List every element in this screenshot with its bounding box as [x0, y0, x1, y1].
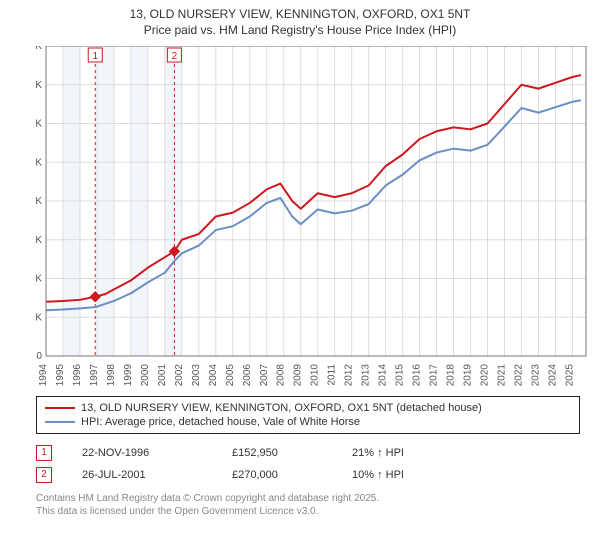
sale-hpi: 21% ↑ HPI — [352, 447, 442, 459]
svg-text:£300K: £300K — [36, 235, 42, 246]
svg-text:£100K: £100K — [36, 313, 42, 324]
sale-date: 26-JUL-2001 — [82, 469, 202, 481]
svg-text:1: 1 — [92, 51, 98, 62]
footer-line-1: Contains HM Land Registry data © Crown c… — [36, 493, 379, 504]
svg-text:2025: 2025 — [564, 364, 575, 386]
svg-text:1996: 1996 — [72, 364, 83, 386]
svg-text:2006: 2006 — [242, 364, 253, 386]
title-line-2: Price paid vs. HM Land Registry's House … — [144, 23, 456, 37]
svg-text:2011: 2011 — [327, 364, 338, 386]
sale-price: £270,000 — [232, 469, 322, 481]
sale-row: 2 26-JUL-2001 £270,000 10% ↑ HPI — [36, 464, 580, 486]
sale-row: 1 22-NOV-1996 £152,950 21% ↑ HPI — [36, 442, 580, 464]
svg-text:1995: 1995 — [55, 364, 66, 386]
svg-text:2013: 2013 — [361, 364, 372, 386]
svg-text:2008: 2008 — [276, 364, 287, 386]
legend-swatch — [45, 407, 75, 409]
svg-text:2021: 2021 — [496, 364, 507, 386]
svg-text:1999: 1999 — [123, 364, 134, 386]
svg-text:2023: 2023 — [530, 364, 541, 386]
svg-text:£600K: £600K — [36, 119, 42, 130]
line-chart: £0 £100K £200K £300K £400K £500K £600K £700K £80… — [36, 46, 590, 386]
svg-text:2004: 2004 — [208, 364, 219, 386]
legend-label: HPI: Average price, detached house, Vale… — [81, 416, 360, 428]
svg-text:2022: 2022 — [513, 364, 524, 386]
svg-text:1998: 1998 — [106, 364, 117, 386]
svg-text:2019: 2019 — [463, 364, 474, 386]
svg-text:2020: 2020 — [480, 364, 491, 386]
svg-text:£700K: £700K — [36, 80, 42, 91]
svg-text:£800K: £800K — [36, 46, 42, 52]
svg-text:2010: 2010 — [310, 364, 321, 386]
footer-line-2: This data is licensed under the Open Gov… — [36, 506, 318, 517]
svg-text:1997: 1997 — [89, 364, 100, 386]
svg-text:2: 2 — [172, 51, 178, 62]
svg-text:2014: 2014 — [378, 364, 389, 386]
footer-attribution: Contains HM Land Registry data © Crown c… — [36, 492, 580, 518]
legend-item: HPI: Average price, detached house, Vale… — [45, 415, 571, 429]
chart-title: 13, OLD NURSERY VIEW, KENNINGTON, OXFORD… — [0, 0, 600, 38]
sale-hpi: 10% ↑ HPI — [352, 469, 442, 481]
svg-text:2002: 2002 — [174, 364, 185, 386]
svg-text:2005: 2005 — [225, 364, 236, 386]
svg-text:2003: 2003 — [191, 364, 202, 386]
svg-text:2009: 2009 — [293, 364, 304, 386]
legend-label: 13, OLD NURSERY VIEW, KENNINGTON, OXFORD… — [81, 402, 482, 414]
svg-text:£0: £0 — [36, 351, 42, 362]
svg-text:2017: 2017 — [429, 364, 440, 386]
title-line-1: 13, OLD NURSERY VIEW, KENNINGTON, OXFORD… — [130, 7, 471, 21]
sale-marker: 2 — [36, 467, 52, 483]
svg-text:2001: 2001 — [157, 364, 168, 386]
svg-text:2018: 2018 — [446, 364, 457, 386]
svg-text:£200K: £200K — [36, 274, 42, 285]
legend-swatch — [45, 421, 75, 423]
svg-text:2015: 2015 — [395, 364, 406, 386]
svg-text:2024: 2024 — [547, 364, 558, 386]
svg-text:2007: 2007 — [259, 364, 270, 386]
sales-table: 1 22-NOV-1996 £152,950 21% ↑ HPI 2 26-JUL-200… — [36, 442, 580, 486]
svg-text:1994: 1994 — [38, 364, 49, 386]
legend-item: 13, OLD NURSERY VIEW, KENNINGTON, OXFORD… — [45, 401, 571, 415]
svg-text:2016: 2016 — [412, 364, 423, 386]
svg-text:£400K: £400K — [36, 196, 42, 207]
chart-plot: £0 £100K £200K £300K £400K £500K £600K £700K £80… — [36, 46, 590, 386]
legend: 13, OLD NURSERY VIEW, KENNINGTON, OXFORD… — [36, 396, 580, 434]
svg-text:2000: 2000 — [140, 364, 151, 386]
sale-price: £152,950 — [232, 447, 322, 459]
svg-text:£500K: £500K — [36, 158, 42, 169]
svg-text:2012: 2012 — [344, 364, 355, 386]
sale-date: 22-NOV-1996 — [82, 447, 202, 459]
sale-marker: 1 — [36, 445, 52, 461]
